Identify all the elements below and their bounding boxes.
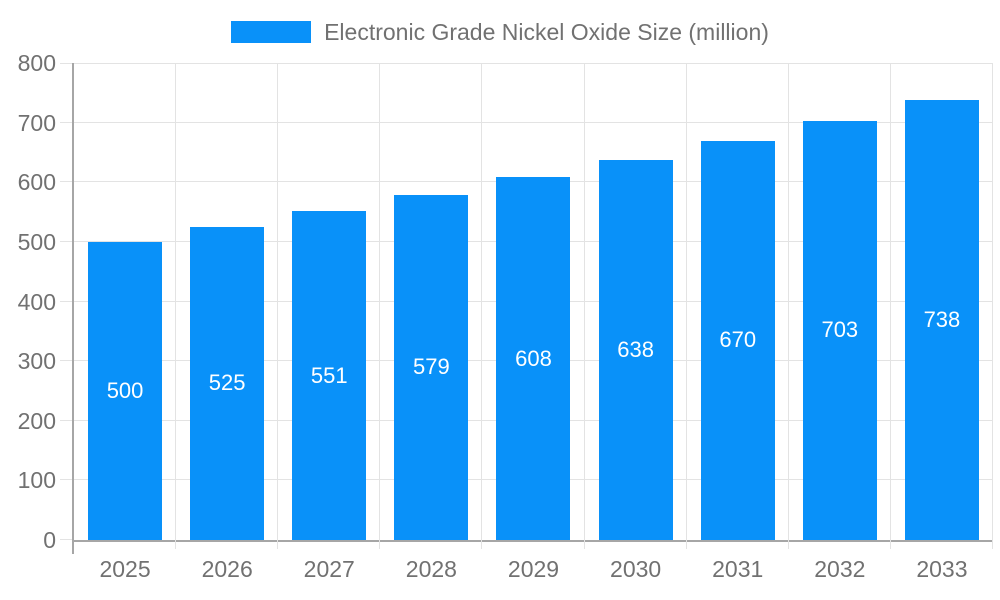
legend[interactable]: Electronic Grade Nickel Oxide Size (mill… <box>0 19 1000 45</box>
grid-line-vertical <box>277 63 279 540</box>
x-axis-tick <box>787 540 789 549</box>
bar[interactable]: 551 <box>292 211 367 540</box>
x-axis-label: 2025 <box>99 556 151 582</box>
bar[interactable]: 703 <box>802 120 877 540</box>
grid-line-vertical <box>787 63 789 540</box>
y-axis-label: 500 <box>17 228 56 255</box>
bar[interactable]: 579 <box>394 194 469 540</box>
x-axis-label: 2030 <box>610 556 662 582</box>
bar-slot: 500 <box>74 63 176 540</box>
bar[interactable]: 738 <box>904 99 979 540</box>
y-axis-label: 700 <box>17 109 56 136</box>
bar-slot: 738 <box>891 63 993 540</box>
legend-label: Electronic Grade Nickel Oxide Size (mill… <box>324 19 769 45</box>
x-axis-label: 2031 <box>712 556 764 582</box>
grid-line-vertical <box>685 63 687 540</box>
y-axis-label: 400 <box>17 288 56 315</box>
bar-slot: 670 <box>687 63 789 540</box>
y-axis-tick <box>60 300 72 302</box>
bar-slot: 703 <box>789 63 891 540</box>
y-axis-label: 100 <box>17 467 56 494</box>
bar-value-label: 525 <box>208 370 246 396</box>
x-axis-line <box>72 540 993 542</box>
bar[interactable]: 638 <box>598 159 673 540</box>
bar[interactable]: 608 <box>496 177 571 540</box>
y-axis-label: 600 <box>17 169 56 196</box>
x-axis-label: 2032 <box>814 556 866 582</box>
bar-value-label: 738 <box>923 306 961 332</box>
grid-line-horizontal <box>74 121 993 123</box>
bar-value-label: 670 <box>719 327 757 353</box>
x-axis-tick <box>379 540 381 549</box>
x-axis-tick <box>72 540 74 554</box>
bar[interactable]: 500 <box>88 241 163 540</box>
x-axis-tick <box>583 540 585 549</box>
bar-value-label: 500 <box>106 377 144 403</box>
y-axis-tick <box>60 360 72 362</box>
bar-value-label: 638 <box>617 336 654 362</box>
grid-line-vertical <box>889 63 891 540</box>
grid-line-horizontal <box>74 63 993 64</box>
plot-area: 500 525 551 579 608 638 670 703 738 <box>60 63 993 554</box>
grid-line-vertical <box>175 63 177 540</box>
y-axis-tick <box>60 240 72 242</box>
grid-line-vertical <box>379 63 381 540</box>
bar-value-label: 703 <box>821 317 859 343</box>
x-axis-label: 2028 <box>405 556 457 582</box>
bar[interactable]: 670 <box>700 140 775 540</box>
x-axis-tick <box>277 540 279 549</box>
bar-slot: 551 <box>278 63 380 540</box>
y-axis-line <box>72 63 74 542</box>
x-axis-label: 2029 <box>507 556 560 582</box>
legend-swatch-icon <box>231 21 312 43</box>
bar-slot: 525 <box>176 63 278 540</box>
grid-line-vertical <box>583 63 585 540</box>
x-axis-tick <box>889 540 891 549</box>
x-axis-label: 2027 <box>303 556 355 582</box>
bar-value-label: 551 <box>310 362 348 388</box>
y-axis-label: 300 <box>17 348 56 375</box>
y-axis-tick <box>60 63 72 64</box>
grid-line-vertical <box>992 63 993 540</box>
y-axis-tick <box>60 539 72 540</box>
bar-value-label: 579 <box>413 354 450 380</box>
y-axis-label: 800 <box>17 50 56 76</box>
x-axis-tick <box>175 540 177 549</box>
x-axis-tick <box>481 540 483 549</box>
x-axis-label: 2033 <box>916 556 968 582</box>
x-axis-tick <box>992 540 993 549</box>
bar-value-label: 608 <box>515 345 552 371</box>
bar[interactable]: 525 <box>190 226 265 540</box>
y-axis-tick <box>60 121 72 123</box>
x-axis-tick <box>685 540 687 549</box>
y-axis-tick <box>60 419 72 421</box>
x-axis-labels: 2025 2026 2027 2028 2029 2030 2031 2032 2033 <box>74 554 993 586</box>
y-axis-label: 0 <box>43 527 56 553</box>
y-axis-label: 200 <box>17 407 56 434</box>
x-axis-label: 2026 <box>201 556 253 582</box>
bar-slot: 579 <box>380 63 482 540</box>
y-axis-labels: 0 100 200 300 400 500 600 700 800 <box>0 51 56 552</box>
y-axis-tick <box>60 479 72 481</box>
y-axis-tick <box>60 181 72 183</box>
bar-slot: 608 <box>482 63 584 540</box>
bar-slot: 638 <box>585 63 687 540</box>
grid-line-vertical <box>481 63 483 540</box>
